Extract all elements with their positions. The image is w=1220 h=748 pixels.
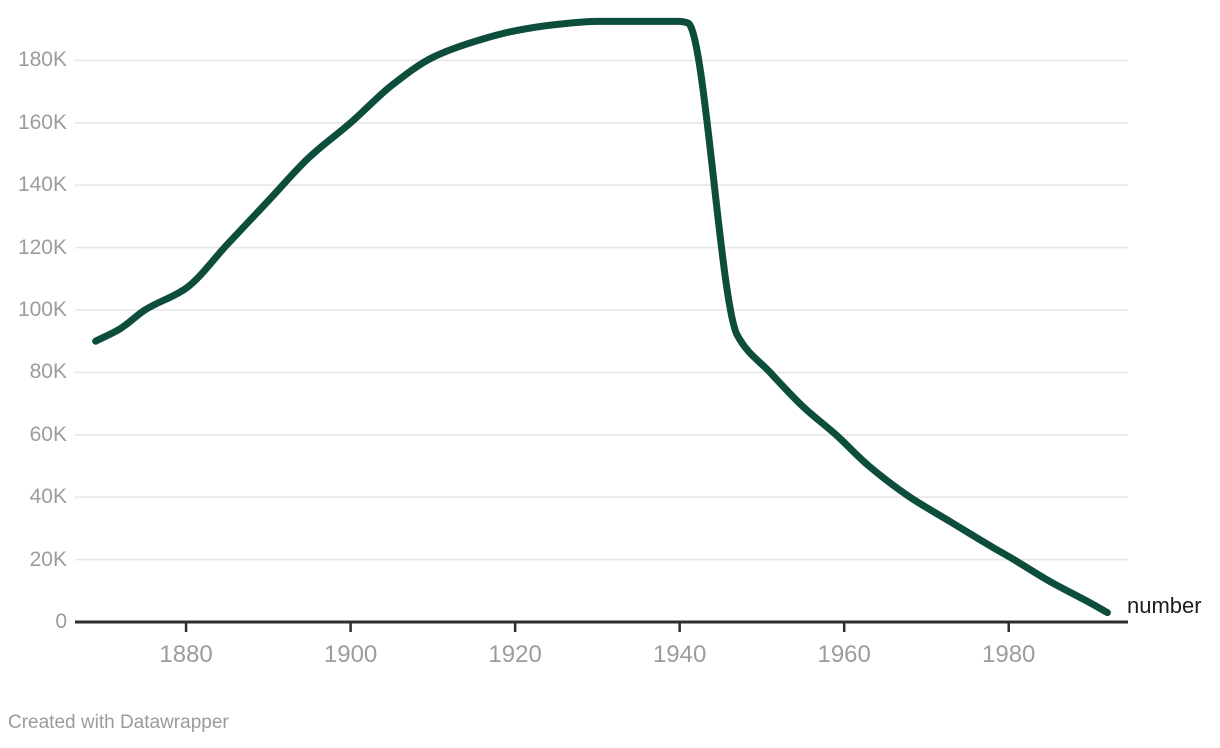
y-axis-label: 160K [17,110,67,134]
y-axis-label: 100K [17,298,67,321]
y-axis-label: 60K [29,422,67,446]
series-end-label: number [1127,593,1202,618]
gridlines [75,59,1128,561]
y-axis-label: 140K [17,173,67,197]
x-axis-label: 1980 [982,641,1036,668]
x-axis [75,620,1128,632]
y-axis-label: 180K [17,48,67,72]
y-axis-label: 80K [29,360,67,384]
y-axis-label: 40K [29,485,67,509]
x-axis-label: 1940 [652,641,707,668]
series-line-number [92,17,1111,617]
line-series [92,17,1111,617]
x-axis-label: 1920 [488,641,542,668]
y-axis-label: 120K [17,235,67,259]
y-axis-label: 20K [29,547,67,571]
x-axis-label: 1960 [817,641,871,668]
x-axis-label: 1880 [159,641,213,668]
datawrapper-credit-link[interactable]: Created with Datawrapper [8,712,229,733]
x-axis-label: 1900 [323,641,378,668]
y-axis-label: 0 [55,610,67,633]
